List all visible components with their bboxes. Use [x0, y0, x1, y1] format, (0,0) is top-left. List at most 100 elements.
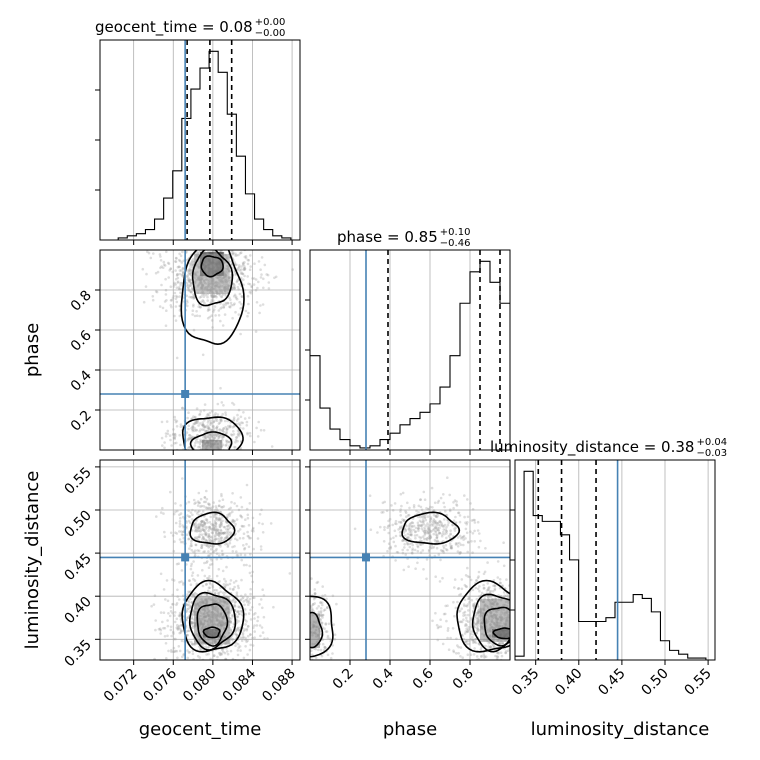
sample-point — [439, 520, 443, 524]
sample-point — [200, 546, 204, 549]
sample-point — [224, 301, 228, 305]
sample-point — [229, 621, 233, 624]
sample-point — [486, 588, 490, 591]
sample-point — [434, 529, 437, 533]
sample-point — [210, 527, 213, 531]
sample-point — [240, 639, 244, 643]
sample-point — [326, 653, 330, 657]
sample-point — [480, 646, 483, 649]
sample-point — [452, 649, 455, 652]
sample-point — [432, 524, 435, 527]
sample-point — [190, 456, 193, 459]
sample-point — [187, 607, 190, 610]
sample-point — [232, 283, 236, 286]
sample-point — [217, 671, 220, 674]
sample-point — [315, 607, 319, 610]
sample-point — [470, 598, 474, 602]
sample-point — [237, 508, 241, 512]
sample-point — [221, 435, 225, 439]
sample-point — [233, 243, 236, 246]
sample-point — [477, 657, 480, 660]
sample-point — [192, 303, 195, 307]
sample-point — [464, 527, 468, 531]
sample-point — [176, 280, 180, 284]
sample-point — [208, 308, 211, 312]
sample-point — [179, 284, 182, 287]
sample-point — [176, 588, 179, 592]
sample-point — [434, 533, 438, 537]
sample-point — [166, 619, 169, 622]
sample-point — [234, 235, 237, 238]
sample-point — [191, 513, 194, 517]
sample-point — [444, 604, 448, 608]
title-upper-error: +0.10 — [440, 227, 471, 238]
sample-point — [164, 293, 168, 296]
sample-point — [166, 624, 170, 628]
sample-point — [423, 498, 427, 502]
sample-point — [234, 273, 237, 276]
sample-point — [202, 504, 205, 508]
sample-point — [475, 626, 479, 630]
sample-point — [476, 618, 479, 621]
sample-point — [466, 521, 469, 524]
sample-point — [226, 583, 230, 587]
sample-point — [301, 651, 304, 654]
sample-point — [218, 519, 222, 522]
sample-point — [182, 271, 185, 275]
sample-point — [451, 524, 455, 527]
sample-point — [207, 245, 210, 248]
sample-point — [192, 498, 196, 502]
sample-point — [528, 624, 531, 627]
sample-point — [205, 518, 209, 521]
sample-point — [226, 650, 229, 653]
sample-point — [522, 661, 525, 664]
sample-point — [245, 598, 249, 601]
sample-point — [262, 429, 266, 432]
sample-point — [245, 424, 249, 427]
sample-point — [232, 519, 235, 523]
sample-point — [475, 632, 479, 635]
sample-point — [192, 293, 195, 296]
sample-point — [238, 247, 241, 250]
sample-point — [426, 507, 430, 511]
sample-point — [178, 304, 181, 308]
sample-point — [525, 603, 528, 606]
sample-point — [456, 587, 460, 591]
sample-point — [187, 509, 190, 512]
sample-point — [448, 508, 452, 512]
sample-point — [242, 427, 245, 430]
sample-point — [244, 254, 248, 258]
sample-point — [419, 536, 423, 540]
sample-point — [241, 633, 245, 636]
axes-frame — [309, 459, 511, 661]
sample-point — [414, 530, 418, 533]
sample-point — [259, 428, 263, 432]
sample-point — [152, 252, 155, 255]
sample-point — [233, 284, 236, 288]
sample-point — [213, 294, 216, 298]
sample-point — [226, 453, 229, 456]
sample-point — [213, 538, 216, 542]
sample-point — [424, 524, 428, 527]
sample-point — [447, 534, 451, 538]
sample-point — [325, 597, 328, 601]
sample-point — [164, 277, 167, 281]
sample-point — [172, 294, 175, 298]
sample-point — [232, 416, 236, 420]
sample-point — [248, 431, 252, 435]
sample-point — [464, 537, 467, 540]
sample-point — [512, 595, 515, 598]
sample-point — [215, 428, 219, 432]
sample-point — [188, 450, 191, 453]
sample-point — [200, 533, 204, 536]
sample-point — [477, 610, 481, 614]
sample-point — [432, 518, 436, 521]
sample-point — [207, 532, 211, 536]
sample-point — [194, 525, 198, 528]
sample-point — [221, 324, 225, 327]
sample-point — [455, 500, 458, 503]
sample-point — [519, 611, 522, 614]
sample-point — [480, 655, 483, 658]
sample-point — [259, 268, 262, 272]
sample-point — [319, 610, 323, 613]
